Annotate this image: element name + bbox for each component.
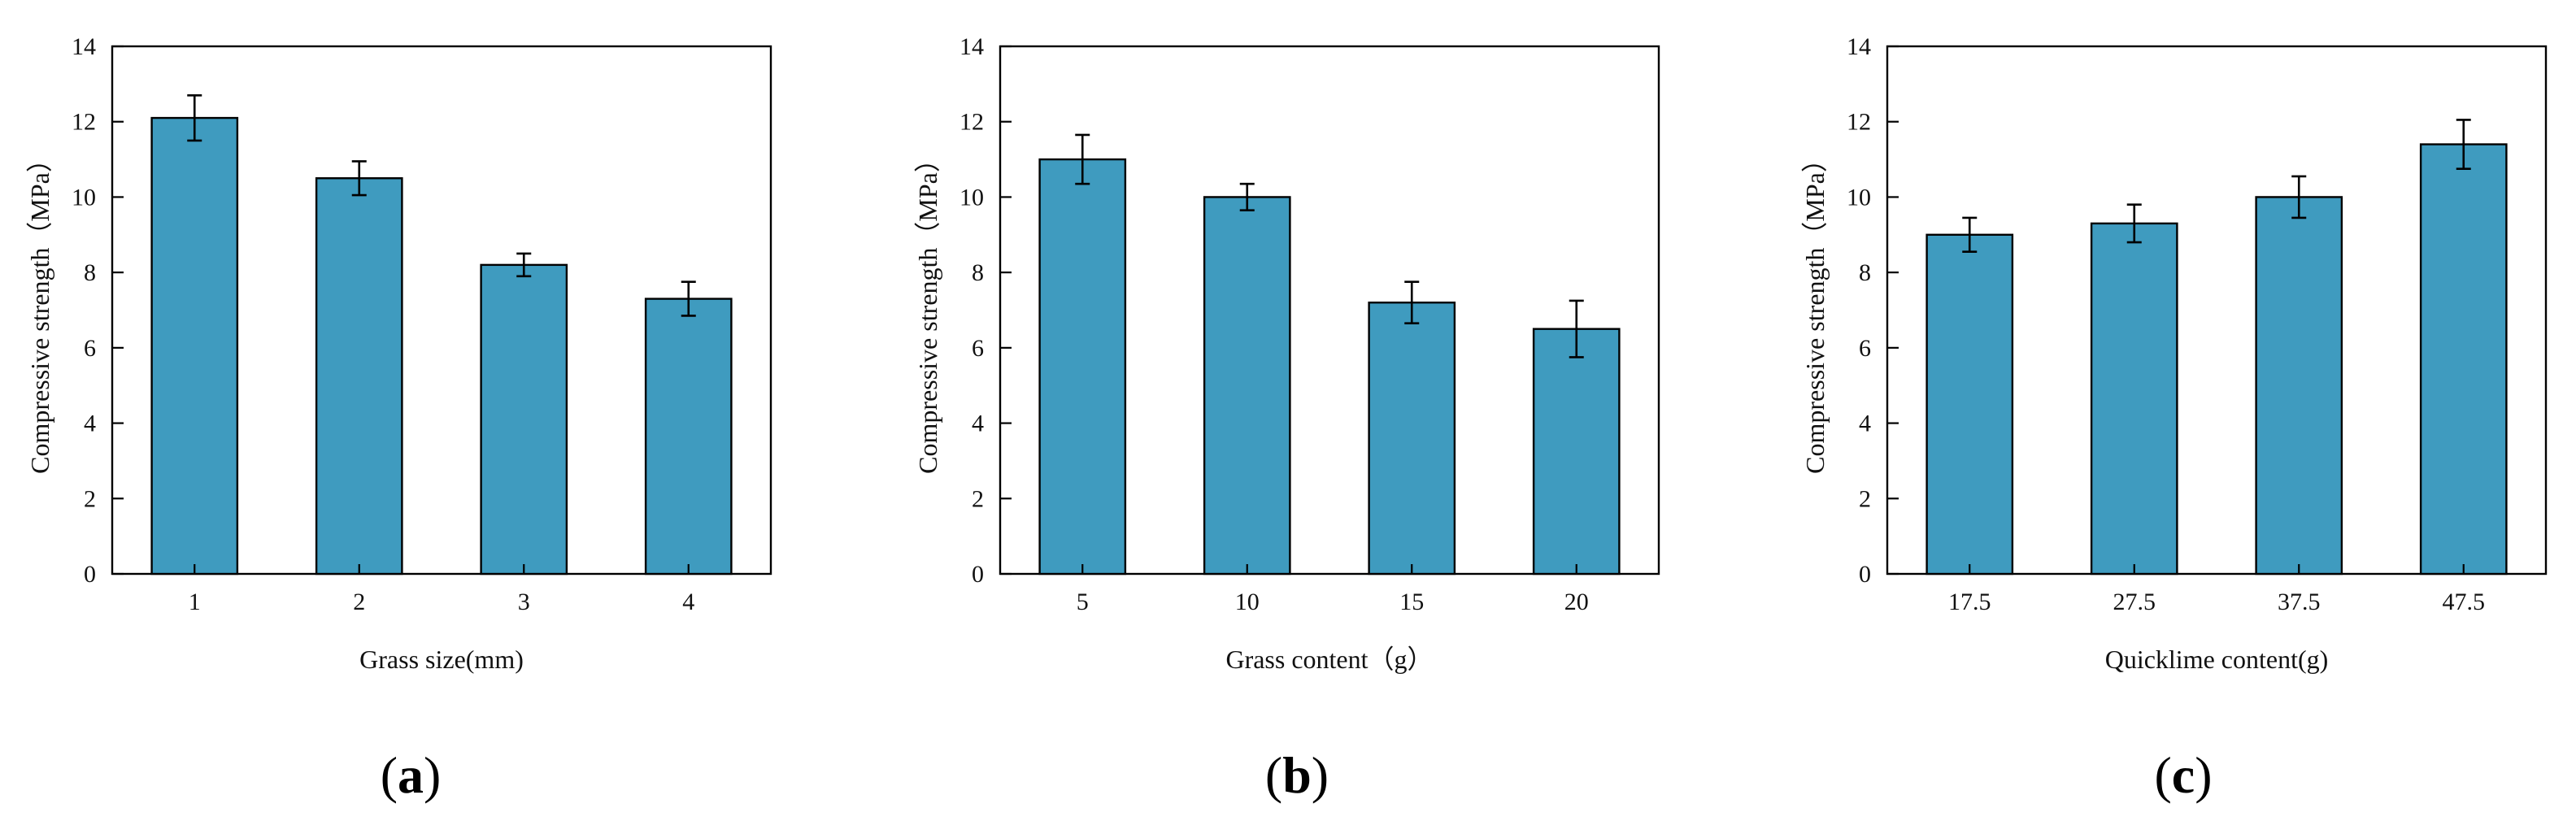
y-tick-label: 4 [972,410,984,437]
error-bar [1962,216,1978,253]
x-tick-label: 17.5 [1948,589,1991,615]
panel-label-letter: a [398,746,424,804]
panel-label-close: ) [1312,746,1329,804]
bar [2090,222,2178,576]
error-bar [1404,280,1420,325]
y-tick-label: 2 [972,485,984,512]
y-tick-label: 12 [1847,109,1871,136]
error-bar [187,93,202,142]
y-axis-label: Compressive strength（MPa） [913,146,942,474]
y-tick-label: 8 [84,259,96,286]
panel-label-letter: c [2172,746,2195,804]
error-bar [1569,299,1584,358]
y-tick-label: 12 [959,109,984,136]
bar [2255,196,2343,576]
x-tick-label: 10 [1235,589,1260,615]
bar [644,298,733,576]
bar [150,116,239,576]
y-tick-label: 6 [1859,335,1871,362]
y-axis-label: Compressive strength（MPa） [1800,146,1830,474]
error-bar [2291,175,2307,219]
y-tick-label: 12 [72,109,96,136]
x-tick-label: 3 [518,589,530,615]
bar [1368,302,1456,576]
plot-frame [1886,45,2548,576]
y-tick-label: 2 [84,485,96,512]
x-tick-label: 20 [1564,589,1589,615]
y-tick-label: 14 [72,33,96,60]
panel-label-close: ) [424,746,441,804]
x-tick-label: 47.5 [2443,589,2486,615]
x-tick-label: 5 [1077,589,1089,615]
x-axis-label: Grass size(mm) [359,645,524,674]
y-tick-label: 0 [84,561,96,588]
error-bar [1075,133,1090,185]
error-bar [2456,119,2471,170]
bar [1203,196,1291,576]
plot-frame [999,45,1660,576]
x-tick-label: 1 [189,589,201,615]
y-tick-label: 8 [972,259,984,286]
x-tick-label: 15 [1399,589,1424,615]
error-bar [681,280,696,317]
y-tick-label: 8 [1859,259,1871,286]
bar [1038,158,1127,576]
y-tick-label: 4 [1859,410,1871,437]
y-tick-label: 0 [1859,561,1871,588]
y-tick-label: 10 [1847,184,1871,211]
x-tick-label: 37.5 [2278,589,2321,615]
bar [1925,233,2014,576]
panel-label: (b) [1265,746,1329,804]
panel-label-close: ) [2195,746,2212,804]
y-tick-label: 0 [972,561,984,588]
y-tick-label: 10 [72,184,96,211]
bar [1532,328,1621,576]
y-tick-label: 14 [959,33,984,60]
y-tick-label: 6 [84,335,96,362]
panel-label-open: ( [1265,746,1282,804]
y-tick-label: 10 [959,184,984,211]
panel-label-letter: b [1282,746,1312,804]
error-bar [351,160,367,197]
bar [2419,143,2508,576]
x-axis-label: Quicklime content(g) [2105,645,2329,674]
x-axis-label: Grass content（g） [1225,645,1433,674]
y-tick-label: 4 [84,410,96,437]
error-bar [516,252,532,278]
bar [480,263,568,576]
y-tick-label: 2 [1859,485,1871,512]
panel-label: (c) [2154,746,2212,804]
y-tick-label: 14 [1847,33,1871,60]
chart-panel-c: 0 2 4 6 8 10 12 14 17.5 27.5 37.5 47.5 Quicklime con… [1800,33,2548,804]
x-tick-label: 4 [682,589,694,615]
chart-panel-b: 0 2 4 6 8 10 12 14 5 10 15 20 Grass content（g） Compre… [913,33,1660,804]
error-bar [1239,182,1255,211]
panel-label: (a) [381,746,442,804]
bar [315,177,403,576]
panel-label-open: ( [2154,746,2171,804]
x-tick-label: 2 [353,589,365,615]
y-axis-label: Compressive strength（MPa） [25,146,54,474]
y-tick-label: 6 [972,335,984,362]
error-bar [2126,203,2142,244]
x-tick-label: 27.5 [2113,589,2156,615]
plot-frame [111,45,772,576]
panel-label-open: ( [381,746,398,804]
